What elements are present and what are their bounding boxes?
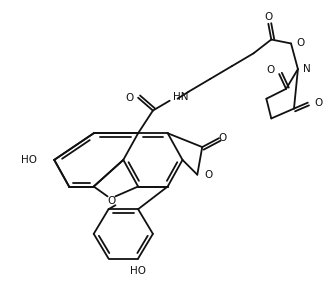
Text: O: O — [264, 12, 273, 22]
Text: HN: HN — [172, 92, 188, 102]
Text: O: O — [296, 38, 304, 49]
Text: O: O — [266, 65, 274, 75]
Text: O: O — [219, 133, 227, 143]
Text: HO: HO — [20, 155, 36, 165]
Text: O: O — [204, 170, 213, 180]
Text: O: O — [107, 196, 116, 206]
Text: O: O — [125, 93, 133, 103]
Text: O: O — [315, 98, 323, 108]
Text: HO: HO — [130, 266, 146, 276]
Text: N: N — [303, 64, 311, 74]
